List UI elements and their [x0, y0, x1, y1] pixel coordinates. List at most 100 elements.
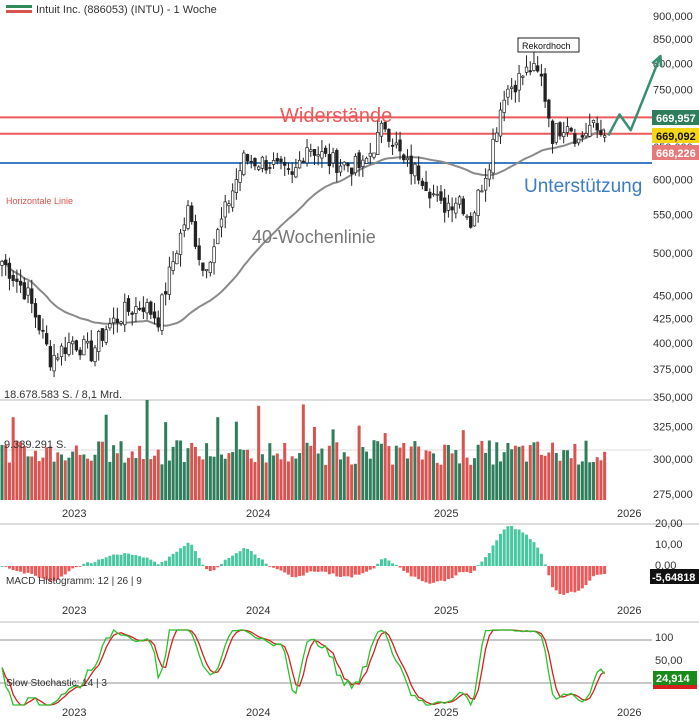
candle [588, 113, 592, 138]
candle-body [149, 301, 153, 315]
candle [550, 119, 555, 154]
candle-body [204, 269, 209, 272]
volume-bar [320, 448, 324, 500]
candle-body [368, 152, 372, 157]
volume-bar [420, 459, 424, 500]
candle [294, 158, 298, 179]
volume-bar [353, 463, 357, 500]
candle-body [532, 63, 536, 71]
macd-bar [26, 566, 30, 573]
macd-bar [48, 566, 52, 582]
macd-bar [164, 560, 168, 566]
candle [413, 162, 417, 185]
volume-bar [257, 405, 261, 500]
volume-bar [108, 461, 112, 500]
macd-bar [588, 566, 592, 581]
candle [454, 197, 458, 219]
legend-swatch-2 [6, 10, 32, 13]
candle [279, 155, 283, 170]
volume-bar [171, 446, 175, 500]
candle [509, 78, 514, 100]
macd-bar [171, 553, 175, 566]
candle [257, 165, 261, 172]
candle [569, 126, 573, 133]
macd-bar [584, 566, 588, 586]
volume-bar [138, 445, 142, 500]
volume-bar [398, 447, 402, 500]
candle [197, 237, 201, 266]
candle [171, 251, 175, 275]
candle [584, 123, 588, 139]
volume-bar [402, 442, 406, 500]
macd-bar [234, 553, 238, 566]
macd-bar [301, 566, 305, 576]
macd-bar [115, 554, 119, 566]
candle [26, 281, 30, 304]
candle [390, 138, 395, 155]
candle-body [521, 75, 525, 78]
candle [346, 162, 350, 173]
candle-body [390, 144, 395, 147]
candle [82, 335, 86, 356]
macd-bar [242, 548, 246, 566]
price-tick-11: 400,000 [653, 338, 693, 350]
candle [175, 250, 179, 265]
volume-bar [339, 459, 343, 500]
candle-body [212, 246, 216, 264]
candle [562, 121, 566, 144]
macd-bar [197, 558, 201, 566]
candle [524, 55, 529, 76]
candle-body [145, 302, 149, 314]
volume-bar [260, 454, 264, 500]
candle-body [562, 132, 566, 137]
candle-body [428, 191, 432, 199]
volume-bar [376, 441, 380, 500]
candle-body [52, 355, 56, 372]
volume-panel [0, 400, 607, 500]
volume-bar [305, 442, 309, 500]
candle [260, 155, 265, 173]
macd-bar [37, 566, 41, 578]
volume-bar [472, 458, 476, 500]
volume-bar [562, 450, 566, 500]
candle-body [335, 150, 339, 173]
macd-bar [487, 553, 491, 566]
price-label-1: 669,957 [652, 110, 699, 125]
candle [22, 277, 26, 300]
candle [342, 161, 346, 171]
volume-bar [249, 458, 253, 500]
candle [208, 261, 212, 277]
volume-bar [153, 455, 157, 500]
macd-bar [290, 566, 294, 577]
macd-bar [201, 564, 205, 566]
projection-arrowhead [651, 54, 663, 68]
candle [327, 143, 332, 175]
volume-bar [365, 451, 369, 500]
candle [271, 152, 276, 169]
macd-bar [391, 563, 395, 566]
candle-body [18, 280, 23, 286]
macd-bar [428, 566, 432, 584]
macd-bar [577, 566, 581, 591]
candle-body [59, 345, 64, 357]
volume-bar [89, 460, 93, 500]
candle-body [190, 205, 194, 223]
candle [595, 116, 599, 139]
candle-body [167, 266, 172, 295]
candle [338, 158, 343, 177]
candle [394, 131, 398, 149]
candle-body [78, 349, 82, 356]
candle [193, 214, 198, 250]
candle [230, 183, 235, 212]
candle [513, 80, 518, 103]
volume-bar [357, 425, 361, 500]
candle [428, 188, 432, 209]
candle [186, 200, 190, 231]
stoch-panel [1, 628, 606, 707]
macd-bar [528, 539, 532, 566]
price-tick-7: 550,000 [653, 210, 693, 222]
price-tick-1: 850,000 [653, 34, 693, 46]
candle [316, 146, 320, 166]
volume-bar [580, 461, 584, 500]
candle [539, 64, 544, 86]
